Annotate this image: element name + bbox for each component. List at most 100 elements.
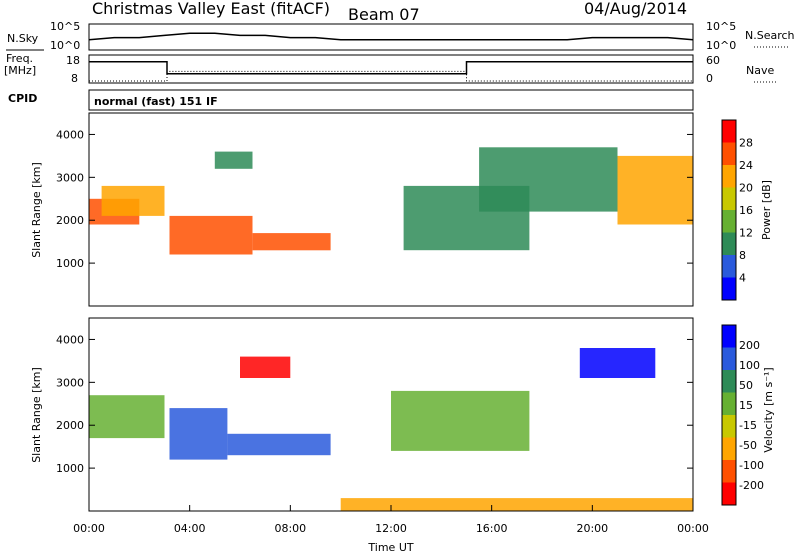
time-tick-label-3: 12:00 bbox=[375, 522, 407, 535]
velocity-region-5 bbox=[579, 348, 656, 378]
velocity-panel: 1000 2000 3000 4000 Slant Range [km] 200 100… bbox=[30, 317, 775, 554]
power-colorbar-tick-0: 4 bbox=[739, 272, 746, 285]
power-panel-frame bbox=[88, 112, 694, 307]
time-tick-label-2: 08:00 bbox=[274, 522, 306, 535]
velocity-colorbar-swatch-2 bbox=[722, 437, 736, 460]
velocity-colorbar-tick-0: 200 bbox=[739, 339, 760, 352]
noise-right-label: N.Search bbox=[745, 29, 795, 42]
beam-title: Beam 07 bbox=[348, 5, 420, 24]
velocity-ytick-label-2: 3000 bbox=[56, 376, 84, 389]
freq-left-label-line2: [MHz] bbox=[4, 64, 36, 77]
time-tick-label-5: 20:00 bbox=[576, 522, 608, 535]
noise-left-label: N.Sky bbox=[7, 32, 39, 45]
time-tick-label-4: 16:00 bbox=[476, 522, 508, 535]
noise-left-tick-top: 10^5 bbox=[50, 20, 80, 33]
power-region-2 bbox=[169, 215, 253, 255]
velocity-colorbar-tick-4: -15 bbox=[739, 419, 757, 432]
velocity-axes: 1000 2000 3000 4000 bbox=[56, 333, 693, 475]
power-ytick-label-1: 2000 bbox=[56, 214, 84, 227]
cpid-panel: CPID normal (fast) 151 IF bbox=[8, 89, 694, 111]
velocity-colorbar-tick-2: 50 bbox=[739, 379, 753, 392]
power-axes: 1000 2000 3000 4000 bbox=[56, 128, 693, 270]
velocity-colorbar-swatch-1 bbox=[722, 460, 736, 483]
velocity-colorbar-swatch-3 bbox=[722, 415, 736, 438]
freq-series-line-1 bbox=[89, 70, 693, 82]
velocity-region-3 bbox=[240, 356, 291, 378]
velocity-ytick-label-0: 1000 bbox=[56, 462, 84, 475]
time-axis-label: Time UT bbox=[367, 541, 413, 554]
noise-right-tick-top: 10^5 bbox=[706, 20, 736, 33]
power-panel: 1000 2000 3000 4000 Slant Range [km] 4 8 12 16… bbox=[30, 112, 773, 307]
velocity-region-4 bbox=[391, 390, 530, 451]
velocity-region-0 bbox=[89, 395, 165, 439]
power-ytick-label-3: 4000 bbox=[56, 128, 84, 141]
power-colorbar-swatch-1 bbox=[722, 255, 736, 278]
power-colorbar-tick-3: 16 bbox=[739, 204, 753, 217]
power-colorbar-swatch-0 bbox=[722, 277, 736, 300]
power-ytick-label-0: 1000 bbox=[56, 257, 84, 270]
frequency-panel: Freq. [MHz] 18 8 60 0 Nave bbox=[4, 52, 776, 85]
velocity-ytick-label-3: 4000 bbox=[56, 333, 84, 346]
power-colorbar-swatch-2 bbox=[722, 232, 736, 255]
velocity-data bbox=[89, 348, 693, 511]
noise-sky-line bbox=[88, 32, 694, 41]
power-region-1 bbox=[101, 185, 165, 216]
cpid-frame bbox=[88, 89, 694, 111]
velocity-colorbar-tick-7: -200 bbox=[739, 479, 764, 492]
noise-left-tick-bottom: 10^0 bbox=[50, 39, 80, 52]
time-tick-label-0: 00:00 bbox=[73, 522, 105, 535]
time-tick-label-1: 04:00 bbox=[174, 522, 206, 535]
velocity-region-6 bbox=[340, 498, 693, 511]
noise-series bbox=[88, 32, 694, 41]
velocity-colorbar-tick-6: -100 bbox=[739, 459, 764, 472]
power-colorbar: 4 8 12 16 20 24 28 bbox=[721, 119, 753, 301]
velocity-colorbar-swatch-6 bbox=[722, 347, 736, 370]
power-region-6 bbox=[479, 147, 618, 212]
velocity-ylabel: Slant Range [km] bbox=[30, 367, 43, 463]
freq-right-label: Nave bbox=[746, 64, 774, 77]
velocity-region-2 bbox=[227, 433, 331, 456]
cpid-value: normal (fast) 151 IF bbox=[94, 95, 218, 108]
velocity-region-1 bbox=[169, 408, 228, 460]
power-data bbox=[89, 147, 693, 255]
freq-right-tick-bottom: 0 bbox=[706, 72, 713, 85]
velocity-colorbar-tick-1: 100 bbox=[739, 359, 760, 372]
velocity-colorbar-label: Velocity [m s⁻¹] bbox=[762, 367, 775, 452]
power-region-7 bbox=[617, 155, 693, 225]
power-colorbar-label: Power [dB] bbox=[760, 180, 773, 240]
velocity-colorbar-tick-3: 15 bbox=[739, 399, 753, 412]
freq-left-tick-bottom: 8 bbox=[71, 72, 78, 85]
station-title: Christmas Valley East (fitACF) bbox=[92, 0, 330, 18]
velocity-colorbar-swatch-0 bbox=[722, 482, 736, 505]
freq-right-tick-top: 60 bbox=[706, 54, 720, 67]
freq-series bbox=[89, 61, 693, 82]
time-axis: 00:00 04:00 08:00 12:00 16:00 20:00 00:00 bbox=[73, 505, 709, 535]
time-tick-label-6: 00:00 bbox=[677, 522, 709, 535]
power-region-3 bbox=[252, 233, 331, 251]
power-colorbar-tick-6: 28 bbox=[739, 137, 753, 150]
freq-panel-frame bbox=[88, 54, 694, 84]
power-ylabel: Slant Range [km] bbox=[30, 162, 43, 258]
freq-left-tick-top: 18 bbox=[66, 54, 80, 67]
power-colorbar-swatch-3 bbox=[722, 210, 736, 233]
velocity-ytick-label-1: 2000 bbox=[56, 419, 84, 432]
power-ytick-label-2: 3000 bbox=[56, 171, 84, 184]
noise-right-tick-bottom: 10^0 bbox=[706, 39, 736, 52]
power-colorbar-swatch-6 bbox=[722, 142, 736, 165]
power-colorbar-frame bbox=[721, 119, 737, 301]
power-colorbar-swatch-4 bbox=[722, 187, 736, 210]
date-title: 04/Aug/2014 bbox=[584, 0, 687, 18]
velocity-colorbar-frame bbox=[721, 324, 737, 506]
noise-panel: N.Sky 10^5 10^0 10^5 10^0 N.Search bbox=[6, 20, 795, 52]
velocity-colorbar-tick-5: -50 bbox=[739, 439, 757, 452]
power-colorbar-tick-4: 20 bbox=[739, 182, 753, 195]
velocity-colorbar-swatch-5 bbox=[722, 370, 736, 393]
power-colorbar-tick-2: 12 bbox=[739, 227, 753, 240]
power-colorbar-tick-1: 8 bbox=[739, 249, 746, 262]
cpid-label: CPID bbox=[8, 92, 37, 105]
power-colorbar-tick-5: 24 bbox=[739, 159, 753, 172]
freq-left-label-line1: Freq. bbox=[6, 52, 33, 65]
power-colorbar-swatch-7 bbox=[722, 120, 736, 143]
